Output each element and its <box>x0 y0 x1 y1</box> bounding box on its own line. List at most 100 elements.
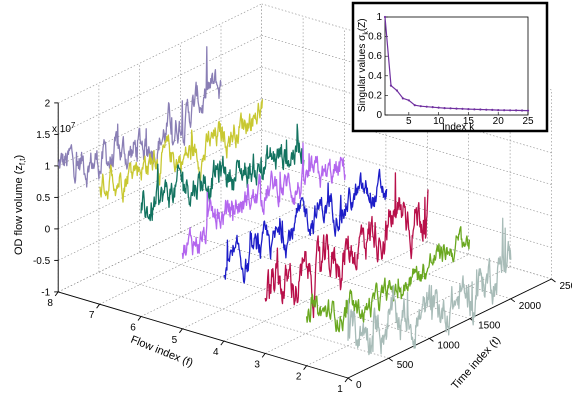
grid-line <box>180 232 471 319</box>
flow-tick-label: 6 <box>130 323 136 334</box>
series-group <box>57 46 512 356</box>
inset-x-tick-label: 10 <box>433 116 445 127</box>
inset-y-tick-label: 1 <box>376 12 382 23</box>
inset-y-tick-label: 0.6 <box>368 51 382 62</box>
flow-tick-mark <box>137 316 142 321</box>
z-label-prefix: OD flow volume (z <box>13 165 25 255</box>
inset-point <box>497 109 500 112</box>
inset-y-tick-label: 0 <box>376 110 382 121</box>
inset-point <box>503 109 506 112</box>
grid-line <box>58 192 262 293</box>
grid-line <box>140 217 345 317</box>
grid-line <box>58 161 262 261</box>
grid-line <box>58 98 262 198</box>
inset-point <box>431 106 434 109</box>
z-tick-label: 1 <box>45 161 51 172</box>
time-tick-label: 1000 <box>437 340 460 351</box>
flow-tick-mark <box>54 291 59 297</box>
series-line-flow-6 <box>140 123 305 222</box>
inset-y-label-suffix: (Z) <box>357 18 368 31</box>
z-tick-label: 0.5 <box>36 193 50 204</box>
time-tick-label: 2000 <box>519 301 542 312</box>
inset-x-tick-label: 25 <box>522 116 534 127</box>
inset-y-tick-label: 0.8 <box>368 32 382 43</box>
grid-line <box>58 66 262 167</box>
inset-y-label: Singular values σk(Z) <box>357 18 370 112</box>
inset-ticks: 5 10 15 20 25 0 0.2 0.4 0.6 0.8 1 <box>368 12 534 127</box>
inset-chart: 5 10 15 20 25 0 0.2 0.4 0.6 0.8 1 Index k Singular… <box>351 1 549 133</box>
z-label-suffix: ) <box>13 155 25 159</box>
inset-y-tick-label: 0.4 <box>368 71 382 82</box>
flow-axis-line <box>58 291 349 379</box>
z-tick-label: 1.5 <box>36 130 50 141</box>
z-tick-label: 2 <box>45 98 51 109</box>
inset-point <box>407 99 410 102</box>
flow-tick-label: 1 <box>337 384 343 395</box>
time-tick-label: 500 <box>397 360 414 371</box>
exponent-power: 7 <box>71 121 76 130</box>
inset-point <box>479 108 482 111</box>
exponent-label: x 107 <box>52 121 76 135</box>
inset-markers <box>383 15 530 112</box>
inset-y-tick-label: 0.2 <box>368 90 382 101</box>
inset-point <box>401 97 404 100</box>
z-label-sub: f,t <box>18 158 27 165</box>
series-line-flow-1 <box>347 217 512 356</box>
inset-x-label: Index k <box>442 122 475 133</box>
series-line-flow-8 <box>57 46 222 188</box>
grid-line <box>99 204 304 305</box>
flow-tick-mark <box>344 377 349 383</box>
inset-point <box>389 84 393 87</box>
flow-tick-mark <box>179 328 183 334</box>
z-axis-label: OD flow volume (zf,t) <box>13 155 27 255</box>
flow-tick-label: 8 <box>47 298 53 309</box>
plot-axes <box>54 102 556 383</box>
tick-labels: -1 -0.5 0 0.5 1 1.5 2 1 2 3 4 5 6 7 8 0 500 1000 1500 2000 2… <box>33 98 572 395</box>
grid-line <box>98 271 389 359</box>
grid-line <box>58 3 262 104</box>
inset-point <box>485 108 488 111</box>
flow-tick-label: 7 <box>89 310 95 321</box>
inset-x-tick-label: 15 <box>463 116 475 127</box>
series-line-flow-4 <box>223 168 388 284</box>
exponent-base: x 10 <box>52 124 71 135</box>
flow-tick-label: 2 <box>296 372 302 383</box>
grid-line <box>223 241 428 342</box>
inset-point <box>425 105 428 108</box>
inset-point <box>419 105 422 108</box>
z-tick-label: 0 <box>45 224 51 235</box>
time-tick-mark <box>551 278 556 283</box>
inset-point <box>383 15 387 19</box>
flow-tick-mark <box>303 365 307 370</box>
time-tick-mark <box>429 338 434 342</box>
flow-tick-mark <box>220 340 225 346</box>
inset-point <box>473 108 476 111</box>
inset-y-label-prefix: Singular values σ <box>357 34 368 112</box>
series-line-flow-3 <box>264 172 429 319</box>
inset-point <box>449 107 452 110</box>
time-tick-label: 250 <box>560 281 572 292</box>
inset-x-tick-label: 5 <box>406 116 412 127</box>
z-tick-label: -0.5 <box>33 256 51 267</box>
inset-point <box>526 109 530 112</box>
flow-tick-mark <box>96 303 100 309</box>
flow-tick-label: 5 <box>172 335 178 346</box>
inset-point <box>395 89 399 92</box>
z-tick-label: -1 <box>41 287 50 298</box>
inset-y-label-sub: k <box>363 31 370 35</box>
inset-point <box>413 104 416 107</box>
x-axis-label: Flow index (f) <box>129 334 195 370</box>
grid-line <box>261 192 552 280</box>
grid-line <box>58 35 262 135</box>
time-tick-label: 0 <box>356 380 362 391</box>
inset-point <box>520 109 524 112</box>
series-line-flow-2 <box>305 226 471 333</box>
time-tick-mark <box>347 377 353 382</box>
inset-x-tick-label: 20 <box>493 116 505 127</box>
time-tick-mark <box>510 298 516 303</box>
flow-tick-label: 4 <box>213 347 219 358</box>
inset-point <box>509 109 512 112</box>
inset-point <box>455 107 458 110</box>
time-axis-line <box>347 278 552 379</box>
